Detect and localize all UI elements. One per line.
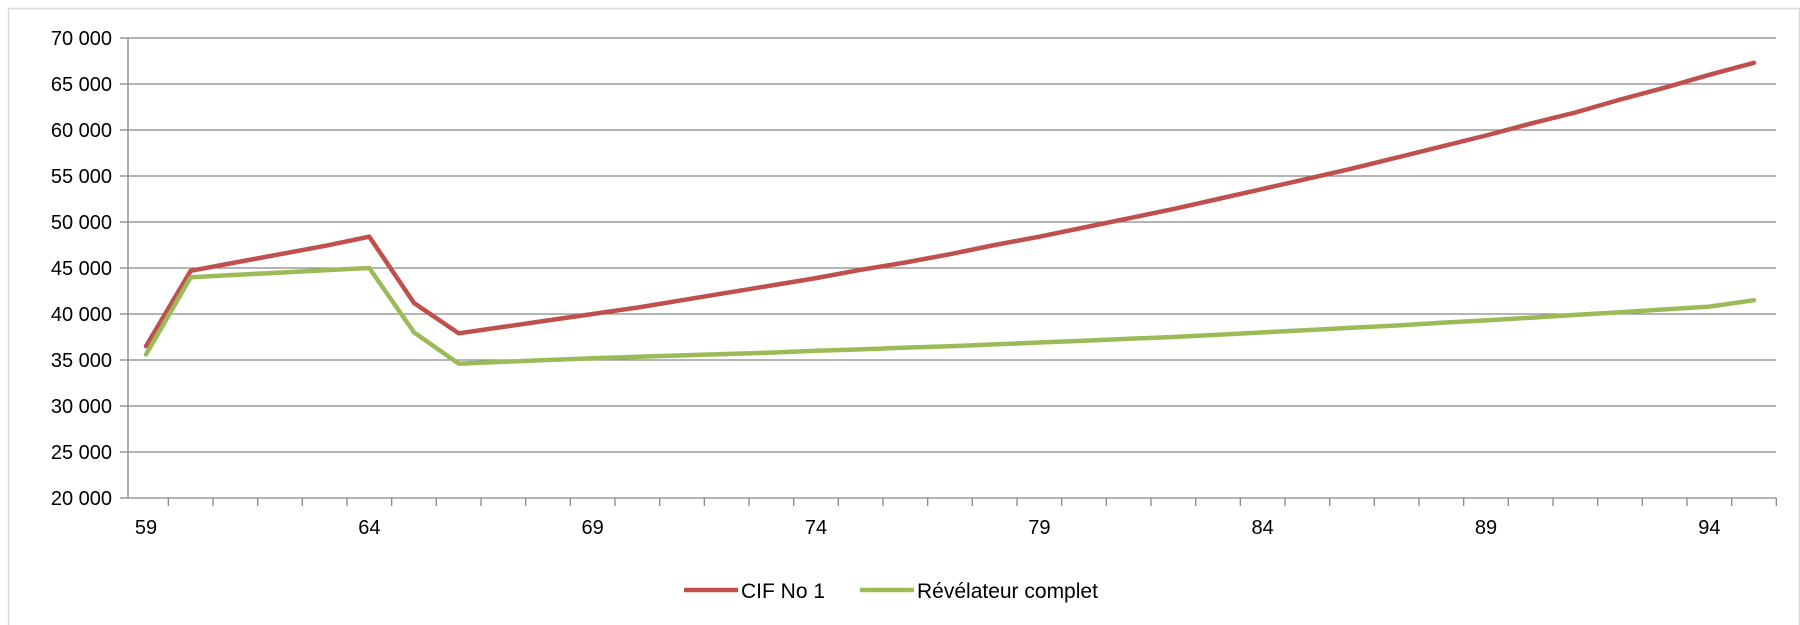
legend-item: Révélateur complet — [860, 580, 1098, 603]
x-tick-label: 84 — [1252, 517, 1274, 539]
series-group — [143, 60, 1757, 366]
x-tick-label: 79 — [1028, 517, 1050, 539]
legend-item: CIF No 1 — [684, 580, 825, 603]
x-axis: 59 64 69 74 79 84 89 94 — [128, 497, 1777, 539]
chart-border — [7, 7, 1800, 625]
gridlines — [128, 37, 1776, 453]
y-tick-label: 45 000 — [51, 258, 112, 280]
x-tick-label: 74 — [805, 517, 827, 539]
legend-label: Révélateur complet — [917, 580, 1098, 603]
legend-label: CIF No 1 — [741, 580, 825, 603]
legend: CIF No 1 Révélateur complet — [684, 580, 1098, 603]
y-tick-label: 70 000 — [51, 28, 112, 50]
y-tick-label: 35 000 — [51, 350, 112, 372]
y-tick-label: 30 000 — [51, 396, 112, 418]
y-tick-label: 40 000 — [51, 304, 112, 326]
y-tick-label: 60 000 — [51, 120, 112, 142]
x-tick-label: 69 — [582, 517, 604, 539]
x-tick-label: 64 — [358, 517, 380, 539]
y-tick-label: 20 000 — [51, 488, 112, 510]
y-tick-label: 25 000 — [51, 442, 112, 464]
x-tick-label: 94 — [1698, 517, 1720, 539]
y-tick-label: 65 000 — [51, 74, 112, 96]
x-tick-label: 59 — [135, 517, 157, 539]
y-tick-label: 50 000 — [51, 212, 112, 234]
y-tick-label: 55 000 — [51, 166, 112, 188]
x-tick-label: 89 — [1475, 517, 1497, 539]
y-axis: 20 000 25 000 30 000 35 000 40 000 45 000 50 0… — [51, 28, 129, 510]
series-line-2 — [143, 265, 1757, 366]
series-line-1 — [143, 60, 1757, 349]
